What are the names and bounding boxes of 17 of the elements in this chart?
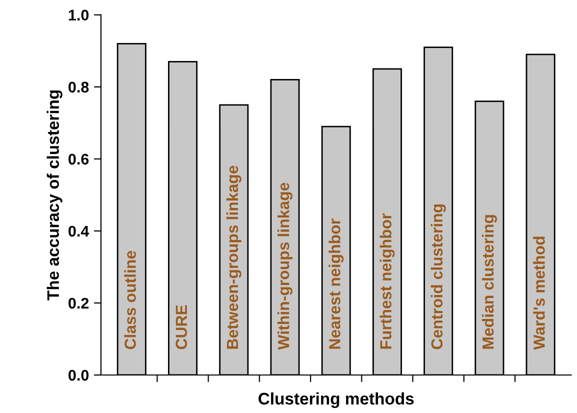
y-tick-label: 0.2 bbox=[68, 298, 89, 309]
x-tick-label: CURE bbox=[176, 305, 188, 350]
y-tick-label: 0.0 bbox=[68, 370, 89, 381]
x-tick-label: Furthest neighbor bbox=[380, 213, 395, 349]
y-tick-label: 1.0 bbox=[68, 10, 89, 21]
x-tick-label: Within-groups linkage bbox=[278, 182, 292, 350]
x-tick-label: Nearest neighbor bbox=[328, 218, 344, 349]
y-tick-label: 0.8 bbox=[68, 82, 89, 93]
x-tick-label: Centroid clustering bbox=[430, 204, 446, 350]
x-tick-label: Ward's method bbox=[533, 236, 545, 350]
x-tick-label: Between-groups linkage bbox=[226, 166, 242, 349]
y-tick-label: 0.4 bbox=[68, 226, 90, 237]
y-tick-label: 0.6 bbox=[68, 154, 89, 165]
x-axis-title: Clustering methods bbox=[258, 392, 414, 408]
x-tick-label: Median clustering bbox=[482, 215, 497, 349]
x-tick-label: Class outline bbox=[124, 250, 136, 350]
y-axis-title: The accuracy of clustering bbox=[46, 90, 62, 300]
